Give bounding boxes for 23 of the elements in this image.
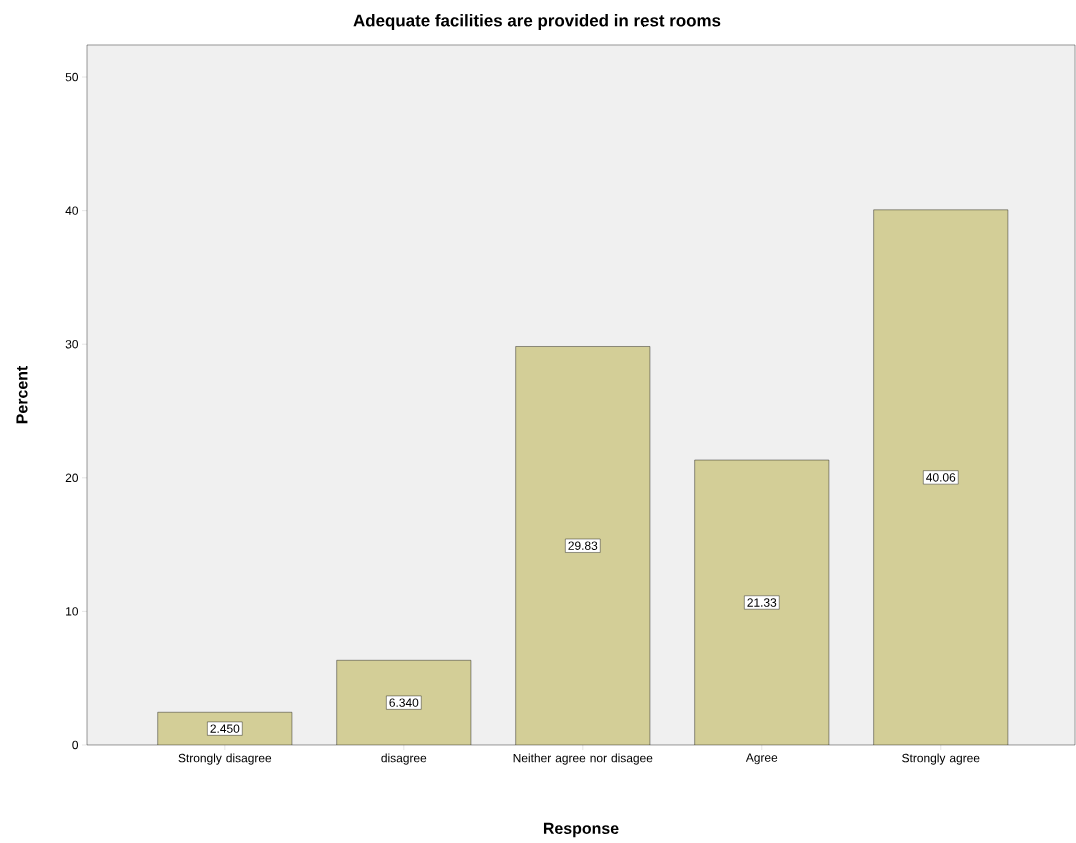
y-tick-label: 10 [66,607,79,616]
y-tick-label: 20 [65,473,79,483]
data-label: 21.33 [747,598,777,607]
y-tick-label: 30 [65,339,79,349]
y-tick-label: 0 [72,740,79,750]
bar [336,660,471,745]
data-label: 2.450 [210,724,240,733]
x-tick-label: Agree [745,753,778,765]
y-axis-title: Percent [16,365,28,424]
bar [515,346,651,745]
chart-title: Adequate facilities are provided in rest rooms [353,14,721,30]
x-tick-label: Strongly disagree [178,753,272,765]
bar [694,459,830,745]
data-label: 29.83 [568,541,598,550]
y-tick-label: 40 [65,206,79,215]
data-label: 6.340 [389,698,419,707]
bar [873,209,1009,745]
x-tick-label: disagree [381,753,427,765]
x-axis-title: Response [543,822,619,838]
data-label: 40.06 [926,473,956,482]
y-tick-label: 50 [65,72,79,82]
x-tick-label: Strongly agree [902,753,980,765]
x-tick-label: Neither agree nor disagee [513,753,653,765]
